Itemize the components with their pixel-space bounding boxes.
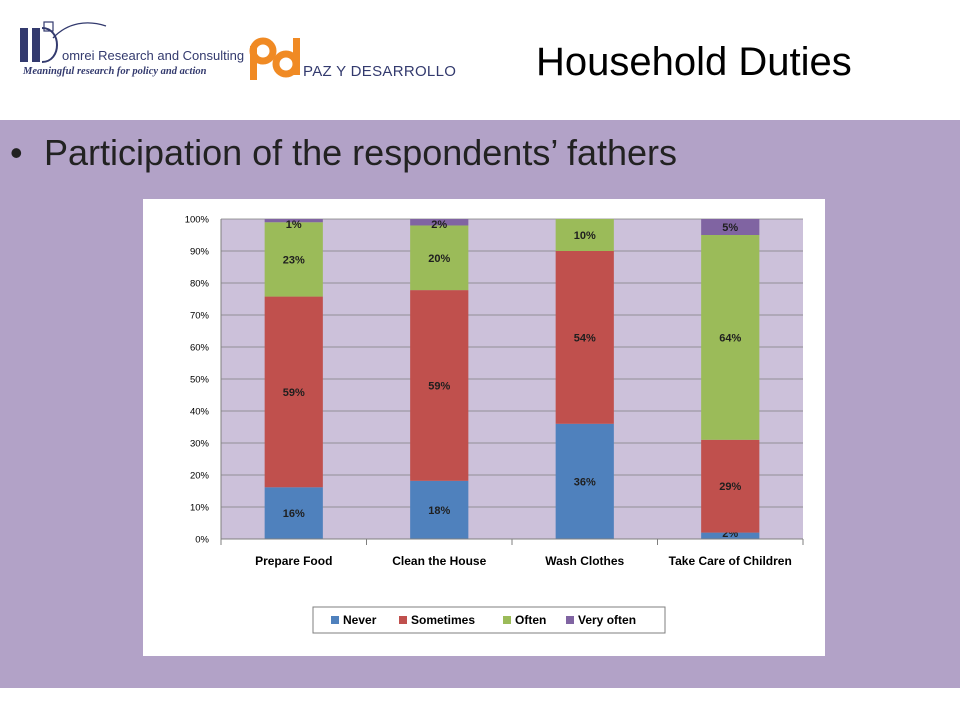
bullet-dot-icon: • bbox=[10, 132, 23, 173]
pd-logo-text: PAZ Y DESARROLLO bbox=[303, 63, 457, 80]
legend-swatch bbox=[503, 616, 511, 624]
domrei-logo-swoosh bbox=[52, 22, 107, 39]
bar-segment bbox=[701, 219, 760, 235]
domrei-logo-tagline: Meaningful research for policy and actio… bbox=[23, 66, 207, 77]
x-category-label: Clean the House bbox=[392, 554, 486, 568]
data-label: 59% bbox=[283, 387, 305, 399]
legend-swatch bbox=[566, 616, 574, 624]
bar-segment bbox=[410, 290, 469, 481]
data-label: 29% bbox=[719, 481, 741, 493]
data-label: 1% bbox=[286, 219, 302, 231]
legend-label: Never bbox=[343, 613, 377, 627]
y-tick-label: 70% bbox=[190, 311, 210, 322]
data-label: 10% bbox=[574, 230, 596, 242]
bar-segment bbox=[264, 296, 323, 488]
domrei-logo-mark bbox=[20, 21, 58, 63]
data-label: 16% bbox=[283, 508, 305, 520]
y-tick-label: 0% bbox=[195, 535, 209, 546]
slide-header: omrei Research and Consulting Meaningful… bbox=[0, 0, 960, 120]
domrei-logo: omrei Research and Consulting Meaningful… bbox=[18, 20, 258, 90]
bar-segment bbox=[264, 219, 323, 223]
legend-swatch bbox=[399, 616, 407, 624]
y-tick-label: 30% bbox=[190, 439, 210, 450]
y-tick-label: 40% bbox=[190, 407, 210, 418]
slide-title: Household Duties bbox=[536, 40, 852, 84]
bar-segment bbox=[555, 423, 614, 539]
x-category-label: Wash Clothes bbox=[545, 554, 624, 568]
data-label: 5% bbox=[722, 222, 738, 234]
bar-segment bbox=[264, 222, 323, 297]
y-tick-label: 20% bbox=[190, 471, 210, 482]
y-tick-label: 100% bbox=[185, 215, 210, 226]
data-label: 59% bbox=[428, 380, 450, 392]
bar-segment bbox=[555, 251, 614, 424]
legend-label: Sometimes bbox=[411, 613, 475, 627]
legend-label: Very often bbox=[578, 613, 636, 627]
data-label: 64% bbox=[719, 332, 741, 344]
bar-segment bbox=[701, 532, 760, 539]
bottom-strip bbox=[0, 688, 960, 720]
domrei-logo-name: omrei Research and Consulting bbox=[62, 48, 245, 63]
chart-container: 0% 10% 20% 30% 40% 50% 60% 70% 80% 90% 100% 16% 59% 2… bbox=[143, 199, 825, 656]
bullet-text: Participation of the respondents’ father… bbox=[44, 132, 678, 173]
bar-segment bbox=[410, 480, 469, 539]
y-tick-label: 90% bbox=[190, 247, 210, 258]
bar-segment bbox=[264, 487, 323, 539]
data-label: 54% bbox=[574, 332, 596, 344]
paz-y-desarrollo-logo: PAZ Y DESARROLLO bbox=[248, 36, 468, 86]
data-label: 18% bbox=[428, 505, 450, 517]
legend-label: Often bbox=[515, 613, 546, 627]
pd-logo-mark bbox=[249, 37, 300, 80]
legend-swatch bbox=[331, 616, 339, 624]
stacked-bar-chart: 0% 10% 20% 30% 40% 50% 60% 70% 80% 90% 100% 16% 59% 2… bbox=[185, 215, 804, 634]
y-tick-label: 50% bbox=[190, 375, 210, 386]
x-category-label: Prepare Food bbox=[255, 554, 332, 568]
data-label: 2% bbox=[431, 219, 447, 231]
data-label: 36% bbox=[574, 476, 596, 488]
bullet-point: • Participation of the respondents’ fathe… bbox=[10, 130, 677, 176]
data-label: 23% bbox=[283, 254, 305, 266]
bar-segment bbox=[701, 235, 760, 440]
legend-box bbox=[312, 606, 666, 634]
y-tick-label: 80% bbox=[190, 279, 210, 290]
bar-segment bbox=[701, 439, 760, 533]
y-tick-label: 10% bbox=[190, 503, 210, 514]
x-category-label: Take Care of Children bbox=[669, 554, 792, 568]
slide-content: • Participation of the respondents’ fathe… bbox=[0, 120, 960, 688]
bar-segment bbox=[410, 219, 469, 226]
data-label: 20% bbox=[428, 253, 450, 265]
bar-segment bbox=[410, 225, 469, 291]
bar-segment bbox=[555, 219, 614, 251]
y-tick-label: 60% bbox=[190, 343, 210, 354]
